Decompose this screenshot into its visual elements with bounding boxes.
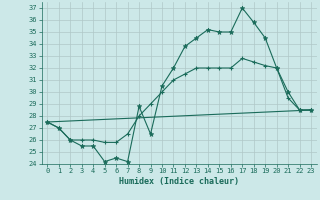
X-axis label: Humidex (Indice chaleur): Humidex (Indice chaleur) (119, 177, 239, 186)
